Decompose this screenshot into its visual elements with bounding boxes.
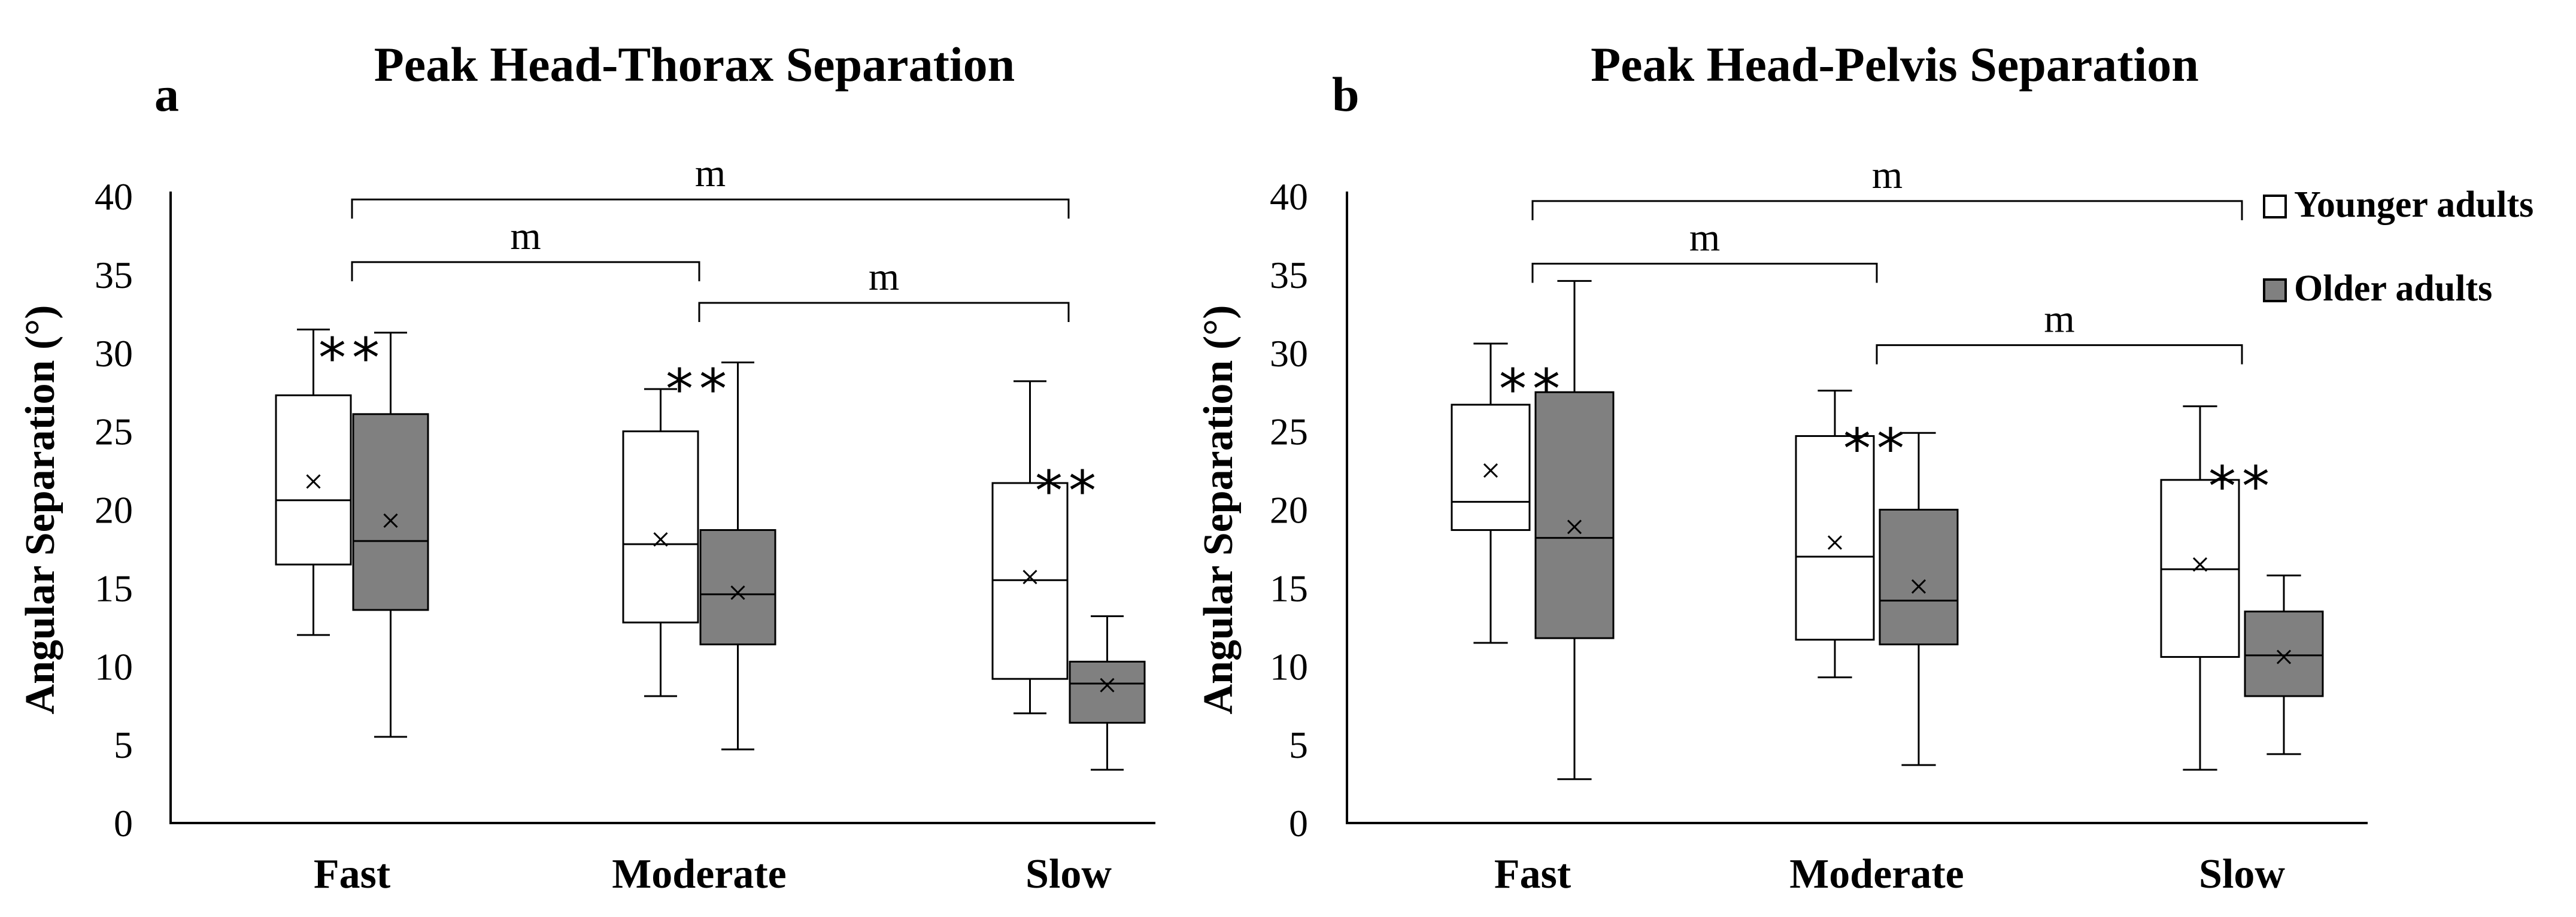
y-tick-label: 5	[1289, 724, 1308, 766]
y-tick-label: 10	[95, 645, 133, 688]
box-iqr	[1451, 403, 1531, 532]
box-iqr	[275, 394, 352, 566]
box-iqr	[2244, 611, 2324, 697]
comparison-bracket	[351, 198, 1070, 219]
bracket-label: m	[1872, 153, 1903, 197]
y-tick-label: 25	[1270, 411, 1308, 453]
x-category-label: Moderate	[612, 851, 787, 897]
mean-marker	[1483, 463, 1498, 478]
box-iqr	[1534, 391, 1615, 639]
box-iqr	[1795, 435, 1875, 641]
y-tick-label: 10	[1270, 645, 1308, 688]
mean-marker	[2276, 649, 2292, 664]
y-tick-label: 15	[1270, 567, 1308, 609]
comparison-bracket	[1876, 344, 2243, 365]
x-category-label: Slow	[2199, 851, 2285, 897]
box-iqr	[699, 529, 776, 646]
legend-swatch-older	[2263, 278, 2287, 302]
legend: Younger adults Older adults	[2263, 184, 2533, 309]
box-younger-moderate	[1795, 390, 1875, 679]
comparison-bracket	[1531, 200, 2243, 220]
comparison-bracket	[1531, 263, 1878, 283]
box-younger-fast	[275, 328, 352, 636]
mean-marker	[1022, 569, 1037, 585]
box-older-slow	[2244, 574, 2324, 755]
box-younger-slow	[991, 380, 1069, 715]
y-tick-label: 25	[95, 411, 133, 453]
y-tick-label: 30	[95, 332, 133, 375]
box-older-moderate	[1879, 432, 1959, 766]
panel-a: Peak Head-Thorax Separation a Angular Sepa…	[17, 37, 1155, 897]
y-tick-label: 35	[1270, 254, 1308, 296]
x-category-label: Moderate	[1789, 851, 1964, 897]
panel-letter: b	[1332, 67, 1360, 122]
y-tick-label: 15	[95, 567, 133, 609]
chart-title: Peak Head-Thorax Separation	[374, 37, 1015, 92]
significance-stars: **	[1035, 459, 1102, 523]
chart-title: Peak Head-Pelvis Separation	[1591, 37, 2199, 92]
mean-marker	[2192, 557, 2208, 572]
mean-marker	[1827, 535, 1843, 550]
y-axis-label: Angular Separation (°)	[17, 305, 63, 715]
box-iqr	[352, 413, 429, 611]
significance-stars: **	[2208, 454, 2275, 518]
mean-marker	[653, 532, 668, 547]
x-category-label: Fast	[1494, 851, 1571, 897]
y-axis-label: Angular Separation (°)	[1196, 305, 1242, 715]
box-younger-slow	[2160, 405, 2240, 771]
y-tick-label: 40	[95, 175, 133, 218]
y-tick-label: 30	[1270, 332, 1308, 375]
y-tick-label: 0	[1289, 802, 1308, 845]
mean-marker	[1100, 678, 1115, 693]
x-category-label: Slow	[1025, 851, 1112, 897]
y-tick-label: 0	[114, 802, 133, 845]
legend-label-older: Older adults	[2294, 268, 2492, 309]
y-tick-label: 5	[114, 724, 133, 766]
mean-marker	[306, 474, 321, 489]
bracket-label: m	[510, 214, 541, 258]
legend-label-younger: Younger adults	[2294, 184, 2533, 225]
box-iqr	[622, 430, 699, 624]
y-tick-label: 35	[95, 254, 133, 296]
box-younger-fast	[1451, 342, 1531, 644]
significance-stars: **	[666, 357, 733, 421]
box-iqr	[1879, 509, 1959, 646]
mean-marker	[1567, 520, 1582, 535]
box-older-slow	[1069, 615, 1146, 771]
bracket-label: m	[1689, 216, 1720, 260]
y-tick-label: 20	[1270, 489, 1308, 532]
bracket-label: m	[2044, 297, 2074, 341]
bracket-label: m	[869, 255, 899, 299]
box-younger-moderate	[622, 388, 699, 697]
box-older-moderate	[699, 361, 776, 751]
box-older-fast	[352, 332, 429, 738]
panel-letter: a	[154, 67, 179, 122]
x-category-label: Fast	[314, 851, 390, 897]
mean-marker	[383, 513, 398, 528]
legend-swatch-younger	[2263, 195, 2287, 218]
box-older-fast	[1534, 280, 1615, 781]
bracket-label: m	[695, 151, 726, 195]
significance-stars: **	[1499, 357, 1566, 421]
panel-b: Peak Head-Pelvis Separation b Angular Sepa…	[1196, 37, 2368, 897]
box-iqr	[1069, 660, 1146, 724]
y-tick-label: 20	[95, 489, 133, 532]
comparison-bracket	[698, 302, 1070, 322]
significance-stars: **	[1843, 417, 1910, 481]
comparison-bracket	[351, 261, 700, 281]
mean-marker	[1911, 579, 1926, 594]
mean-marker	[730, 585, 745, 600]
significance-stars: **	[318, 326, 386, 390]
y-tick-label: 40	[1270, 175, 1308, 218]
